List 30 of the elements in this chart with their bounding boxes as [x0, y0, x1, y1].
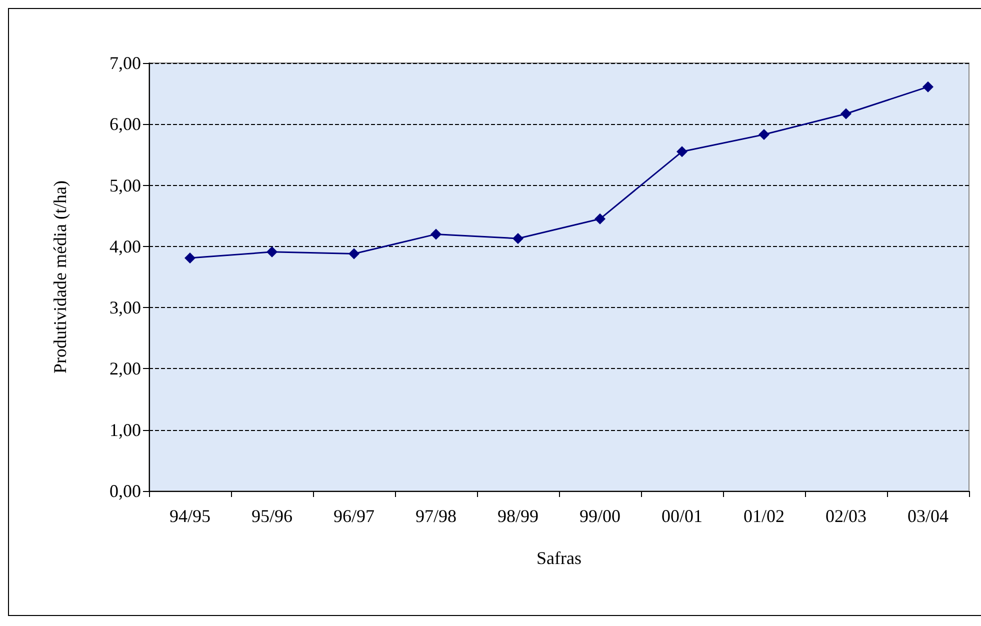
x-tick-label: 02/03 [825, 506, 867, 526]
point [348, 248, 360, 260]
point [594, 213, 606, 224]
point [430, 228, 442, 240]
x-tick-label: 01/02 [743, 506, 785, 526]
y-tick-label: 4,00 [110, 236, 141, 256]
x-axis-title: Safras [536, 548, 582, 568]
y-tick-label: 2,00 [110, 358, 141, 379]
y-tick-label: 0,00 [110, 481, 141, 501]
x-tick-label: 97/98 [415, 506, 457, 526]
x-tick-label: 99/00 [579, 506, 621, 526]
y-tick-label: 5,00 [110, 175, 141, 196]
x-tick-label: 95/96 [251, 506, 293, 526]
point [266, 246, 278, 258]
point [758, 129, 770, 140]
y-axis-title: Produtividade média (t/ha) [50, 180, 70, 374]
x-tick-label: 94/95 [169, 506, 211, 526]
point [512, 232, 524, 244]
x-tick-label: 00/01 [661, 506, 703, 526]
point [676, 146, 688, 158]
y-tick-label: 1,00 [110, 420, 141, 440]
y-tick-label: 3,00 [110, 298, 141, 318]
point [840, 108, 852, 120]
y-tick-label: 6,00 [110, 114, 141, 134]
x-tick-label: 03/04 [907, 506, 949, 526]
x-tick-label: 96/97 [333, 506, 375, 526]
y-tick-label: 7,00 [110, 53, 141, 73]
point [184, 252, 196, 264]
x-tick-label: 98/99 [497, 506, 539, 526]
point [922, 81, 934, 92]
